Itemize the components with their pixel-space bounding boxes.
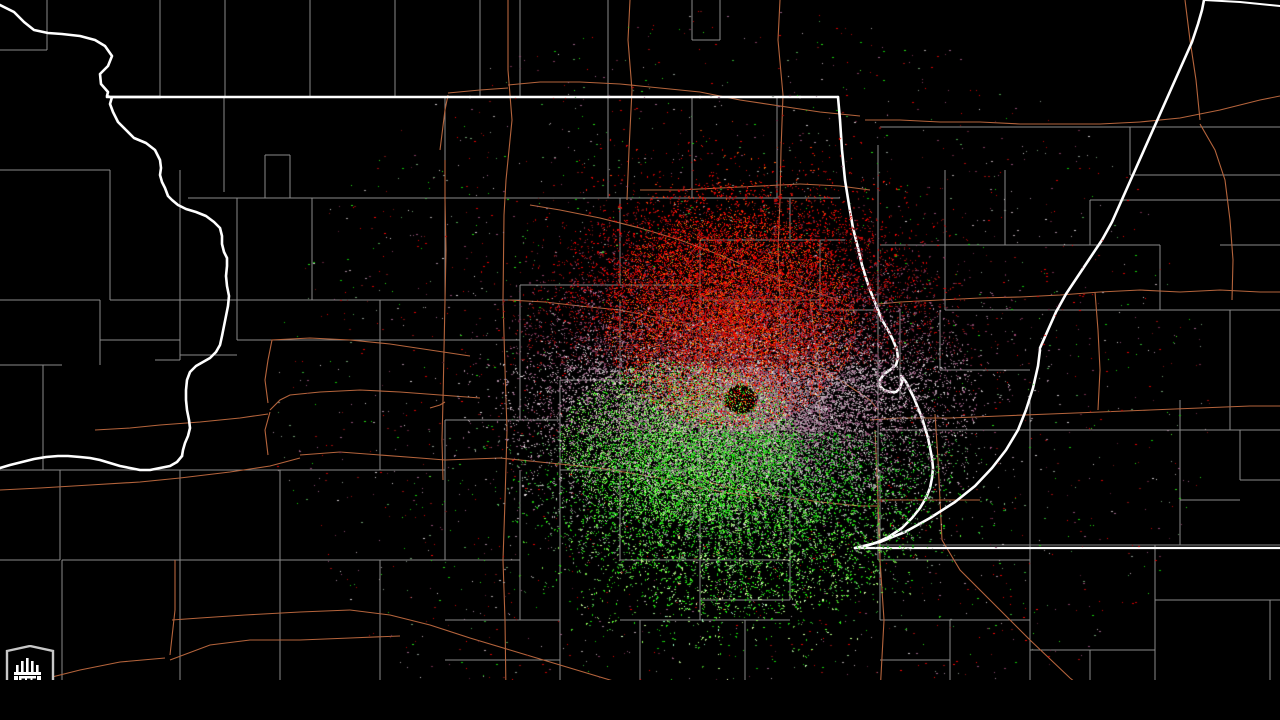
radar-echo-layer xyxy=(0,0,1280,694)
bottom-bar: KLOT BASE VELOCITY (0.25KM / 256 LEVEL) … xyxy=(0,680,1280,720)
